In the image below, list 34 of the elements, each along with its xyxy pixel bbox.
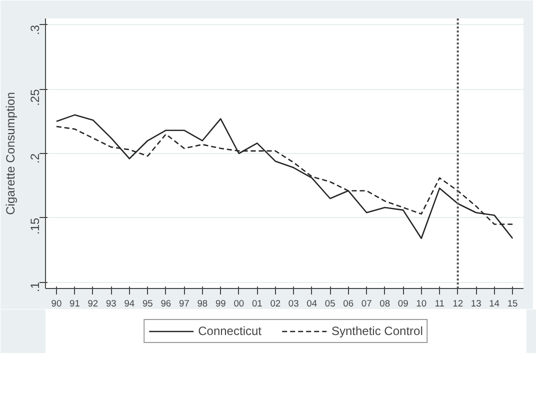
- x-tick-label: 09: [398, 298, 408, 308]
- x-tick-label: 98: [197, 298, 208, 308]
- x-tick-label: 91: [70, 298, 80, 308]
- legend-label: Synthetic Control: [331, 324, 423, 338]
- x-tick-label: 11: [434, 298, 444, 308]
- y-tick-label: .1: [28, 282, 42, 292]
- x-tick-label: 95: [142, 298, 153, 308]
- x-tick-label: 97: [178, 298, 190, 308]
- x-tick-label: 15: [507, 298, 518, 308]
- x-tick-label: 08: [380, 298, 390, 308]
- x-tick-label: 02: [270, 298, 281, 308]
- x-tick-label: 14: [489, 298, 500, 308]
- x-tick-label: 07: [361, 298, 372, 308]
- y-tick-label: .3: [28, 24, 42, 35]
- x-tick-label: 99: [215, 298, 226, 308]
- x-tick-label: 96: [160, 298, 172, 308]
- y-tick-label: .2: [28, 153, 42, 164]
- x-tick-label: 94: [124, 298, 135, 308]
- x-tick-label: 93: [106, 298, 116, 308]
- y-axis-title: Cigarette Consumption: [4, 92, 18, 215]
- x-tick-label: 90: [51, 298, 62, 308]
- x-tick-label: 04: [306, 298, 318, 308]
- x-tick-label: 00: [234, 298, 244, 308]
- x-tick-label: 06: [343, 298, 354, 308]
- x-tick-label: 92: [88, 298, 98, 308]
- y-tick-label: .15: [28, 217, 42, 234]
- x-tick-label: 12: [452, 298, 464, 308]
- x-tick-label: 13: [470, 298, 482, 308]
- x-tick-label: 05: [324, 298, 336, 308]
- legend-label: Connecticut: [198, 324, 262, 338]
- x-tick-label: 10: [416, 298, 427, 308]
- x-tick-label: 03: [288, 298, 299, 308]
- x-tick-label: 01: [252, 298, 262, 308]
- y-tick-label: .25: [28, 88, 42, 106]
